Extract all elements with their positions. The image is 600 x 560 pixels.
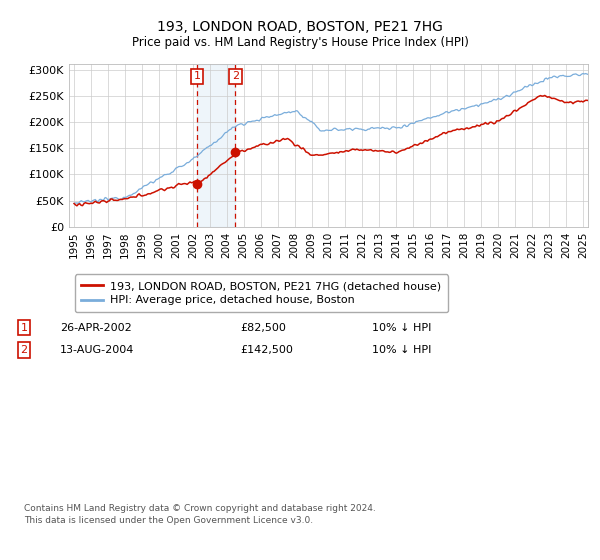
Text: £82,500: £82,500 [240,323,286,333]
Text: 10% ↓ HPI: 10% ↓ HPI [372,323,431,333]
Text: 2: 2 [232,72,239,81]
Text: 26-APR-2002: 26-APR-2002 [60,323,132,333]
Text: Price paid vs. HM Land Registry's House Price Index (HPI): Price paid vs. HM Land Registry's House … [131,36,469,49]
Text: 1: 1 [20,323,28,333]
Text: 10% ↓ HPI: 10% ↓ HPI [372,345,431,355]
Text: 193, LONDON ROAD, BOSTON, PE21 7HG: 193, LONDON ROAD, BOSTON, PE21 7HG [157,20,443,34]
Text: 2: 2 [20,345,28,355]
Legend: 193, LONDON ROAD, BOSTON, PE21 7HG (detached house), HPI: Average price, detache: 193, LONDON ROAD, BOSTON, PE21 7HG (deta… [74,274,448,312]
Bar [197,64,235,227]
Text: Contains HM Land Registry data © Crown copyright and database right 2024.
This d: Contains HM Land Registry data © Crown c… [24,504,376,525]
Text: 1: 1 [194,72,200,81]
Text: 13-AUG-2004: 13-AUG-2004 [60,345,134,355]
Text: £142,500: £142,500 [240,345,293,355]
